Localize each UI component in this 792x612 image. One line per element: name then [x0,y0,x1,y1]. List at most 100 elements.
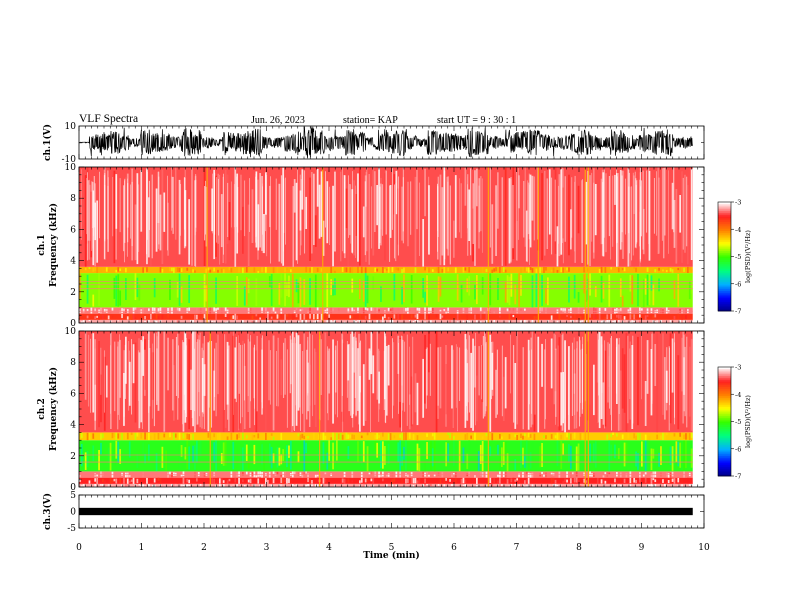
colorbar-ch2-swatch [718,419,731,422]
ch2-spec-texture [224,334,227,428]
ch2-spec-texture [222,483,225,487]
ch1-spec-texture [203,314,206,320]
xaxis-label: Time (min) [363,550,420,561]
ch1-spec-texture [391,320,394,323]
colorbar-ch2-swatch [718,456,731,459]
ch2-spec-texture [552,484,555,487]
ch2-spec-texture [671,446,674,471]
ch1-spec-texture [466,319,469,323]
ch2-spec-texture [466,433,469,440]
ch2-spec-texture [391,484,394,487]
ch1-spec-texture [585,317,588,320]
ch1-spec-texture [543,266,545,273]
ch2-spec-texture [600,336,603,419]
ch1-spec-texture [573,313,576,319]
ch2-spec-texture [431,433,434,437]
ch2-spec-texture [351,480,354,483]
ch1-spec-texture [525,267,528,272]
ch2-spec-texture [153,484,156,487]
colorbar-ch2-swatch [718,448,731,451]
ch2-spec-texture [253,444,256,465]
ch2-spec-texture [690,338,693,431]
ch1-spec-texture [598,314,601,320]
ch1-spec-texture [629,274,632,292]
ch1-spec-texture [376,268,379,272]
ch1-spec-texture [353,309,356,312]
ch2-spec-texture [384,446,386,465]
ch1-spec-texture [176,195,179,267]
ch2-spec-texture [550,338,553,389]
ch2-spec-texture [270,484,273,487]
ch2-spec-texture [157,331,160,411]
ch2-spec-ytick-label-0: 0 [70,483,76,493]
colorbar-ch1-swatch [718,285,731,288]
ch1-spec-texture [403,267,405,273]
ch1-spec-texture [424,321,426,323]
ch1-spec-texture [594,315,597,319]
ch2-spec-texture [360,435,363,439]
ch2-spec-texture [464,484,467,487]
ch1-spec-texture [495,185,497,256]
ch1-spec-texture [276,314,279,319]
ch2-spec-texture [539,473,542,477]
ch2-spec-texture [510,478,513,483]
ch2-spec-texture [199,479,202,483]
ch1-spec-texture [311,266,313,273]
ch2-spec-texture [100,484,102,486]
ch2-spec-texture [508,434,511,439]
ch1-spec-texture [290,269,292,273]
ch1-spec-texture [251,189,254,243]
ch1-spec-texture [646,315,649,317]
ch1-spec-texture [687,266,689,273]
colorbar-ch1-swatch [718,232,731,236]
colorbar-ch1-swatch [718,289,731,292]
ch2-spec-texture [232,335,235,433]
ch2-spec-texture [134,342,137,423]
ch2-spec-texture [111,432,114,439]
ch2-spec-texture [276,471,279,475]
ch1-spec-texture [401,286,403,305]
colorbar-ch1-swatch [718,229,731,232]
ch1-spec-texture [117,267,120,272]
ch2-spec-texture [474,475,476,478]
ch2-spec-texture [637,432,639,441]
ch1-spec-texture [146,267,148,272]
ch2-spec-texture [518,484,520,486]
ch2-spec-texture [681,337,683,392]
ch1-spec-texture [460,284,463,303]
xtick-label-8: 8 [576,543,582,553]
ch2-spec-texture [495,369,497,418]
ch1-spec-texture [330,307,333,314]
ch2-spec-texture [641,441,643,467]
ch2-spec-texture [476,375,478,422]
ch2-spec-texture [113,478,116,482]
ch1-spec-texture [527,267,530,273]
ch1-spec-texture [349,267,352,273]
ch2-spec-texture [520,478,522,484]
ch1-spec-texture [573,274,576,299]
ch2-spec-texture [190,434,192,440]
ch2-spec-texture [602,479,605,483]
colorbar-ch2-swatch [718,376,731,379]
ch1-spec-band-4 [79,266,693,274]
ch2-spec-texture [556,432,559,440]
ch1-spec-texture [401,269,403,273]
ch1-spec-texture [284,273,286,307]
ch1-spec-texture [642,279,645,308]
ch1-spec-texture [286,282,288,296]
ch2-spec-texture [439,346,442,409]
ch1-spec-texture [351,307,354,312]
ch1-spec-texture [600,320,603,323]
ch2-spec-texture [88,480,91,484]
ch2-spec-texture [272,436,275,441]
ch2-spec-texture [408,394,411,430]
ch1-spec-texture [439,309,442,312]
ch1-spec-texture [366,275,369,304]
xtick-label-10: 10 [698,543,710,553]
ch1-spec-texture [359,279,361,299]
ch2-spec-texture [573,477,576,483]
colorbar-ch2-label: log(PSD)(V²/Hz) [744,395,752,448]
ch1-spec-texture [309,267,311,273]
ch2-spec-texture [453,440,455,466]
ch2-spec-texture [215,485,217,487]
